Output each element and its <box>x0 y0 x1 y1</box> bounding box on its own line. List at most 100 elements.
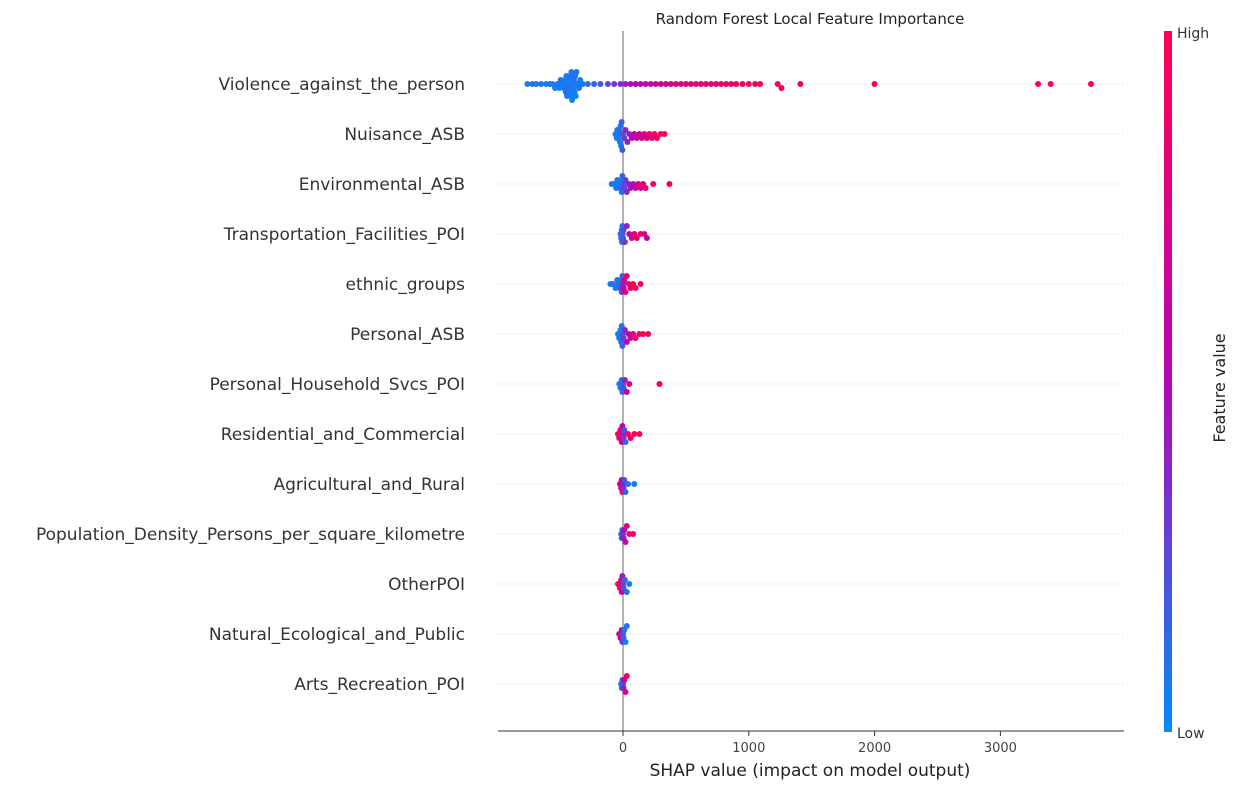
shap-point <box>621 577 628 583</box>
shap-point <box>568 69 575 75</box>
shap-point <box>666 181 673 187</box>
feature-label: Natural_Ecological_and_Public <box>209 625 465 645</box>
shap-point <box>623 673 630 679</box>
shap-point <box>723 81 730 87</box>
shap-point <box>622 539 629 545</box>
shap-point <box>624 139 631 145</box>
shap-point <box>622 439 629 445</box>
feature-label: Transportation_Facilities_POI <box>223 225 465 245</box>
shap-point <box>621 377 628 383</box>
shap-point <box>617 81 624 87</box>
shap-point <box>632 335 639 341</box>
shap-point <box>672 81 679 87</box>
colorbar-label: Feature value <box>1210 333 1229 442</box>
shap-point <box>652 81 659 87</box>
shap-point <box>623 389 630 395</box>
shap-point <box>538 81 545 87</box>
shap-point <box>632 285 639 291</box>
shap-point <box>573 69 580 75</box>
shap-point <box>728 81 735 87</box>
shap-point <box>677 81 684 87</box>
x-axis-label: SHAP value (impact on model output) <box>650 761 971 781</box>
shap-point <box>623 523 630 529</box>
shap-point <box>657 81 664 87</box>
shap-point <box>797 81 804 87</box>
shap-point <box>667 81 674 87</box>
shap-point <box>636 431 643 437</box>
shap-point <box>733 81 740 87</box>
feature-label: Agricultural_and_Rural <box>274 475 465 495</box>
shap-point <box>623 589 630 595</box>
shap-point <box>687 81 694 87</box>
x-tick-label: 2000 <box>858 741 891 756</box>
feature-label: Arts_Recreation_POI <box>294 675 465 695</box>
shap-point <box>1088 81 1094 87</box>
shap-point <box>642 81 649 87</box>
shap-point <box>661 131 668 137</box>
x-tick-label: 1000 <box>732 741 765 756</box>
shap-point <box>645 331 652 337</box>
colorbar-high-label: High <box>1177 26 1209 42</box>
shap-point <box>620 227 627 233</box>
shap-point <box>619 343 626 349</box>
shap-point <box>752 81 759 87</box>
x-axis: 0 1000 2000 3000 <box>498 31 1124 756</box>
shap-point <box>618 323 625 329</box>
chart-title: Random Forest Local Feature Importance <box>656 10 965 28</box>
colorbar <box>1164 31 1172 732</box>
shap-point <box>619 147 626 153</box>
feature-rows: Violence_against_the_person Nuisance_ASB E… <box>36 75 1124 695</box>
feature-label: Violence_against_the_person <box>219 75 465 95</box>
feature-label: Environmental_ASB <box>299 175 465 195</box>
shap-point <box>871 81 878 87</box>
x-tick-label: 0 <box>619 741 627 756</box>
shap-point <box>650 181 657 187</box>
shap-point <box>1047 81 1054 87</box>
shap-point <box>591 81 598 87</box>
shap-point <box>623 623 630 629</box>
shap-point <box>604 81 611 87</box>
shap-point <box>656 381 663 387</box>
shap-point <box>640 331 647 337</box>
shap-point <box>633 235 640 241</box>
shap-point <box>622 639 629 645</box>
shap-point <box>718 81 725 87</box>
shap-point <box>757 81 764 87</box>
shap-point <box>524 81 531 87</box>
shap-point <box>739 81 746 87</box>
shap-point <box>620 335 627 341</box>
shap-point <box>622 127 629 133</box>
shap-point <box>622 289 629 295</box>
shap-point <box>631 431 638 437</box>
shap-point <box>626 581 633 587</box>
shap-point <box>627 81 634 87</box>
shap-point <box>631 481 638 487</box>
shap-point <box>623 273 630 279</box>
shap-point <box>1035 81 1042 87</box>
shap-point <box>778 85 785 91</box>
shap-point <box>618 119 625 125</box>
shap-point <box>708 81 715 87</box>
shap-point <box>625 481 631 487</box>
shap-point <box>572 93 579 99</box>
feature-label: Residential_and_Commercial <box>221 425 465 445</box>
shap-point <box>654 135 660 141</box>
shap-point <box>693 81 699 87</box>
shap-point <box>774 81 781 87</box>
shap-point <box>626 381 633 387</box>
shap-point <box>621 477 628 483</box>
shap-point <box>569 97 576 103</box>
shap-point <box>637 281 644 287</box>
shap-point <box>576 85 582 91</box>
shap-point <box>622 689 629 695</box>
colorbar-low-label: Low <box>1177 726 1205 742</box>
shap-point <box>622 489 629 495</box>
feature-label: Population_Density_Persons_per_square_ki… <box>36 525 465 545</box>
shap-point <box>621 427 628 433</box>
shap-point <box>620 585 627 591</box>
feature-label: ethnic_groups <box>346 275 466 295</box>
shap-point <box>643 235 650 241</box>
shap-point <box>597 81 604 87</box>
shap-point <box>627 435 634 441</box>
